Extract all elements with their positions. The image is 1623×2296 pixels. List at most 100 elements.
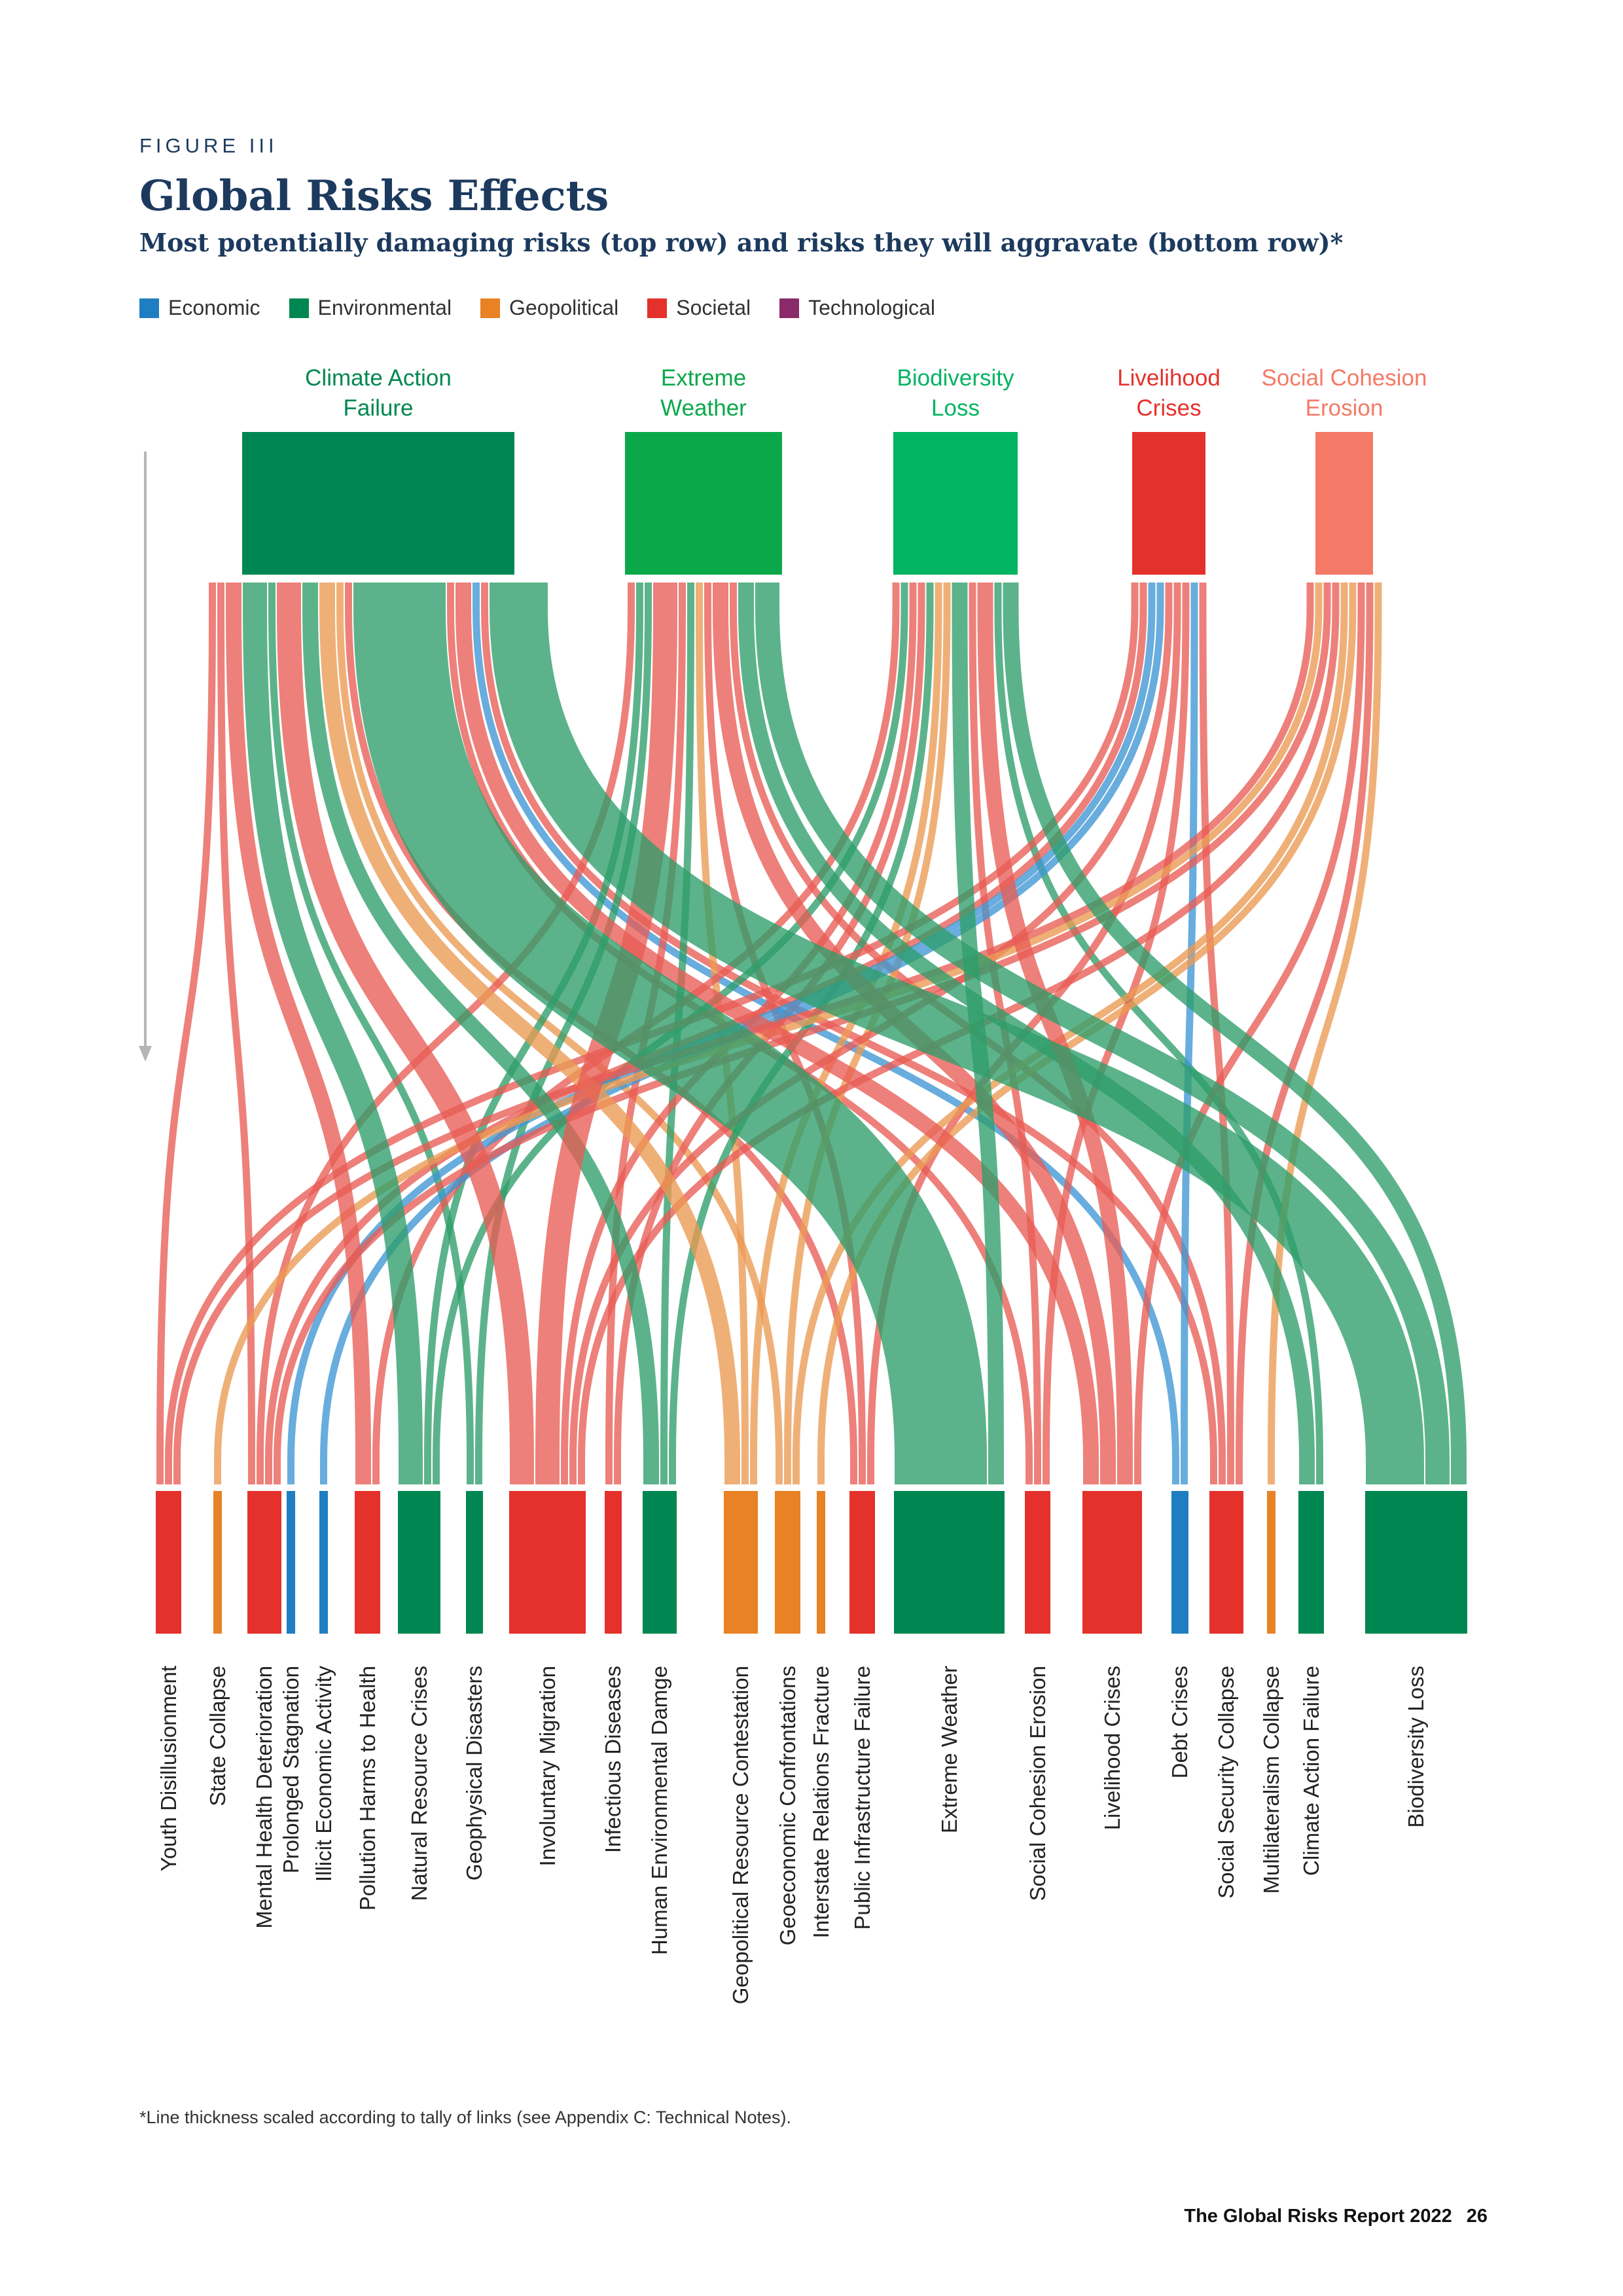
bottom-node-gap xyxy=(1207,1484,1246,1491)
bottom-node-gap xyxy=(640,1484,679,1491)
bottom-node-label: State Collapse xyxy=(205,1666,230,1806)
bottom-node-yd xyxy=(156,1491,181,1634)
link-t-sce-to-mhd xyxy=(274,583,1331,1486)
link-t-bl-to-grc xyxy=(750,583,942,1486)
bottom-node-caf xyxy=(1298,1491,1324,1634)
top-node-t-caf xyxy=(242,432,514,575)
link-t-caf-to-dc xyxy=(473,583,1179,1486)
link-t-bl-to-caf xyxy=(994,583,1323,1486)
link-t-sce-to-lc xyxy=(1134,583,1365,1486)
legend-item-technological: Technological xyxy=(779,296,935,320)
link-t-lc-to-ssc xyxy=(1199,583,1234,1486)
bottom-node-gap xyxy=(463,1484,486,1491)
link-t-caf-to-nrc xyxy=(243,583,423,1486)
bottom-node-gap xyxy=(317,1484,330,1491)
legend-label: Environmental xyxy=(317,296,452,319)
top-node-label: Social Cohesion Erosion xyxy=(1261,365,1427,421)
bottom-node-label: Public Infrastructure Failure xyxy=(849,1666,874,1930)
bottom-node-label: Geophysical Disasters xyxy=(462,1666,486,1881)
bottom-node-gap xyxy=(602,1484,624,1491)
bottom-node-bl xyxy=(1365,1491,1467,1634)
bottom-node-label: Pollution Harms to Health xyxy=(355,1666,380,1911)
bottom-node-gap xyxy=(1022,1484,1053,1491)
legend-swatch-environmental xyxy=(289,298,309,318)
link-t-sce-to-ssc xyxy=(1236,583,1374,1486)
figure-label: FIGURE III xyxy=(139,134,278,157)
legend-label: Technological xyxy=(808,296,935,319)
legend-swatch-economic xyxy=(139,298,159,318)
legend-item-geopolitical: Geopolitical xyxy=(480,296,618,320)
top-node-gap xyxy=(1130,575,1208,581)
link-t-lc-to-dc xyxy=(1181,583,1198,1486)
link-t-caf-to-phh xyxy=(226,583,371,1486)
bottom-node-gap xyxy=(1169,1484,1191,1491)
page-footer: The Global Risks Report 2022 26 xyxy=(1169,2206,1488,2227)
bottom-node-label: Mental Health Deterioration xyxy=(252,1666,276,1929)
legend: Economic Environmental Geopolitical Soci… xyxy=(139,296,964,320)
link-t-caf-to-grc xyxy=(319,583,740,1486)
bottom-node-label: Youth Disillusionment xyxy=(156,1666,181,1872)
bottom-node-grc xyxy=(724,1491,758,1634)
bottom-node-mc xyxy=(1267,1491,1275,1634)
bottom-node-sce xyxy=(1025,1491,1050,1634)
bottom-node-lc xyxy=(1082,1491,1142,1634)
bottom-node-iea xyxy=(319,1491,328,1634)
legend-label: Economic xyxy=(168,296,260,319)
bottom-node-label: Debt Crises xyxy=(1168,1666,1192,1779)
page-number: 26 xyxy=(1466,2206,1488,2227)
bottom-node-phh xyxy=(355,1491,380,1634)
top-node-gap xyxy=(891,575,1020,581)
bottom-node-gap xyxy=(1080,1484,1145,1491)
bottom-node-dc xyxy=(1171,1491,1188,1634)
top-node-gap xyxy=(1313,575,1376,581)
bottom-node-gap xyxy=(847,1484,878,1491)
legend-label: Geopolitical xyxy=(509,296,619,319)
bottom-node-gap xyxy=(245,1484,284,1491)
bottom-node-gap xyxy=(814,1484,828,1491)
bottom-node-label: Interstate Relations Fracture xyxy=(808,1666,833,1939)
bottom-node-gap xyxy=(211,1484,224,1491)
link-t-sce-to-gc xyxy=(793,583,1348,1486)
top-node-t-bl xyxy=(893,432,1018,575)
bottom-node-gap xyxy=(395,1484,443,1491)
chart-subtitle: Most potentially damaging risks (top row… xyxy=(139,228,1344,257)
link-t-ew-to-mhd xyxy=(257,583,635,1486)
footnote: *Line thickness scaled according to tall… xyxy=(139,2108,792,2127)
bottom-node-gap xyxy=(352,1484,383,1491)
top-node-label: Livelihood Crises xyxy=(1117,365,1221,421)
bottom-node-label: Social Cohesion Erosion xyxy=(1025,1666,1050,1901)
bottom-node-label: Multilateralism Collapse xyxy=(1258,1666,1283,1894)
bottom-node-label: Prolonged Stagnation xyxy=(278,1666,303,1874)
bottom-node-label: Involuntary Migration xyxy=(535,1666,560,1867)
bottom-node-label: Infectious Diseases xyxy=(601,1666,625,1854)
bottom-node-gap xyxy=(153,1484,184,1491)
legend-swatch-technological xyxy=(779,298,800,318)
legend-swatch-geopolitical xyxy=(480,298,501,318)
bottom-node-gap xyxy=(1363,1484,1470,1491)
bottom-node-label: Geopolitical Resource Contestation xyxy=(728,1666,753,2005)
bottom-node-im xyxy=(509,1491,586,1634)
bottom-node-gap xyxy=(507,1484,588,1491)
legend-item-economic: Economic xyxy=(139,296,260,320)
bottom-node-hed xyxy=(643,1491,677,1634)
link-t-bl-to-bl xyxy=(1003,583,1467,1486)
legend-label: Societal xyxy=(676,296,751,319)
bottom-node-sc xyxy=(213,1491,222,1634)
bottom-node-label: Social Security Collapse xyxy=(1214,1666,1238,1899)
bottom-node-ps xyxy=(287,1491,295,1634)
link-t-caf-to-yd xyxy=(156,583,216,1486)
top-node-gap xyxy=(622,575,785,581)
bottom-node-gap xyxy=(1296,1484,1327,1491)
bottom-node-label: Geoeconomic Confrontations xyxy=(775,1666,800,1946)
bottom-node-label: Natural Resource Crises xyxy=(406,1666,431,1901)
link-t-ew-to-bl xyxy=(755,583,1450,1486)
link-t-ew-to-gd xyxy=(475,583,652,1486)
link-t-caf-to-bl xyxy=(490,583,1424,1486)
bottom-node-label: Human Environmental Damge xyxy=(647,1666,671,1956)
link-t-bl-to-lc xyxy=(977,583,1133,1486)
link-t-caf-to-lc xyxy=(455,583,1099,1486)
top-node-gap xyxy=(240,575,517,581)
bottom-node-id xyxy=(605,1491,622,1634)
link-t-caf-to-hed xyxy=(302,583,659,1486)
